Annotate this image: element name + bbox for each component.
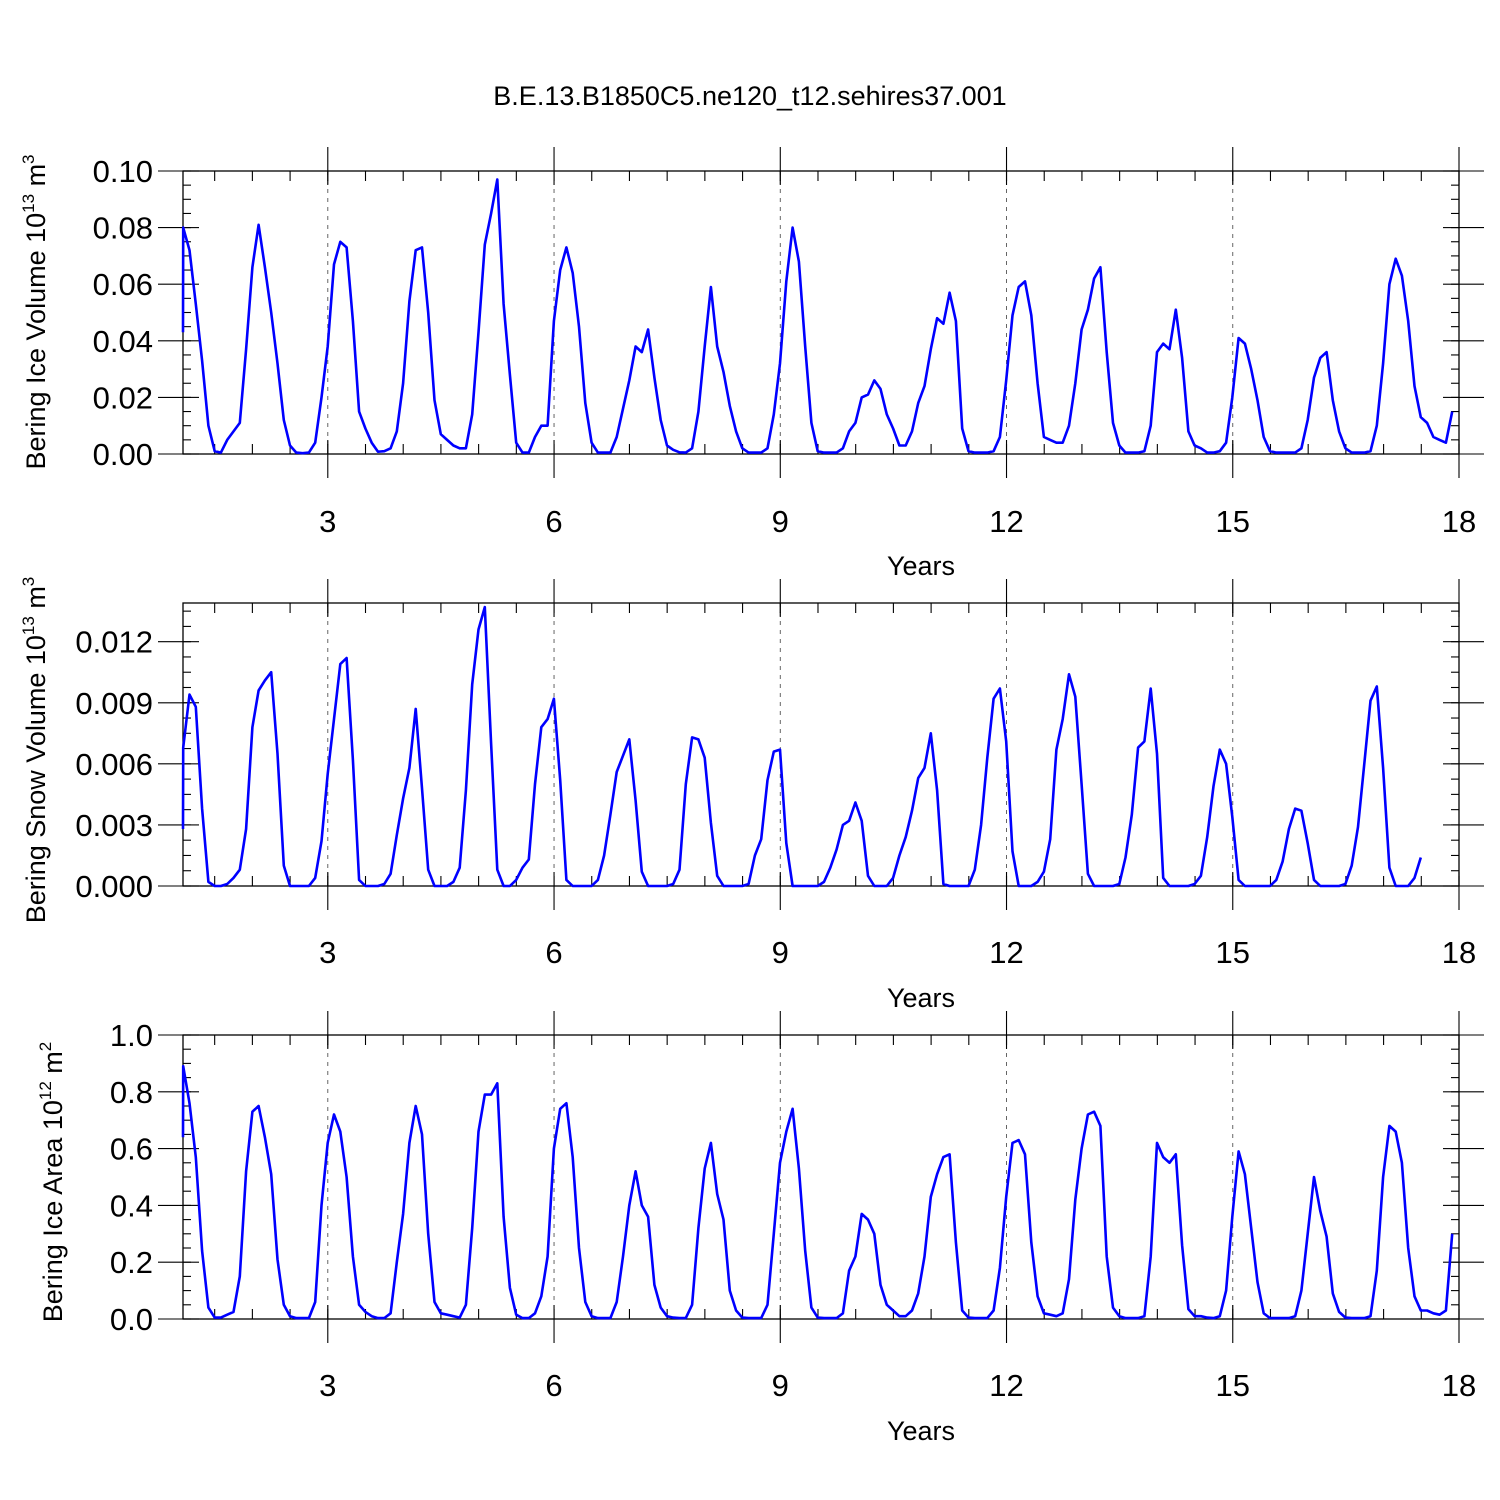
x-tick-label: 9 [772,1368,789,1403]
plot-frame [182,602,1460,887]
plot-frame [182,1034,1460,1320]
y-tick-label: 0.08 [93,211,153,246]
y-tick-label: 0.00 [93,437,153,472]
x-tick-label: 6 [545,504,562,539]
x-tick-label: 3 [319,504,336,539]
y-tick-label: 0.4 [110,1188,153,1223]
y-tick-label: 0.02 [93,380,153,415]
x-tick-label: 6 [545,1368,562,1403]
y-tick-label: 0.009 [75,686,153,721]
y-axis-label: Bering Ice Area 1012 m2 [36,1042,68,1323]
x-axis-label: Years [887,983,955,1013]
y-tick-label: 0.10 [93,154,153,189]
x-tick-label: 3 [319,935,336,970]
y-tick-label: 0.003 [75,808,153,843]
chart-panel-2: 0.000 0.003 0.006 0.009 0.012 3 6 9 12 15 18 Years B… [19,577,1484,1013]
x-tick-label: 12 [989,504,1023,539]
y-tick-label: 0.04 [93,324,153,359]
y-axis-label: Bering Snow Volume 1013 m3 [19,577,51,924]
chart-panel-1: 0.00 0.02 0.04 0.06 0.08 0.10 3 6 9 12 15 18 Years Be… [19,147,1484,581]
y-tick-label: 0.8 [110,1075,153,1110]
series-line [181,1064,1454,1320]
x-tick-label: 6 [545,935,562,970]
y-axis-label: Bering Ice Volume 1013 m3 [19,154,51,469]
plot-frame [182,170,1460,455]
x-axis-label: Years [887,1416,955,1446]
x-tick-label: 9 [772,504,789,539]
series-line [181,605,1423,888]
x-tick-label: 12 [989,935,1023,970]
series-line [181,178,1454,455]
x-tick-label: 18 [1442,504,1476,539]
x-tick-label: 18 [1442,935,1476,970]
y-tick-label: 0.006 [75,747,153,782]
x-tick-label: 9 [772,935,789,970]
x-tick-label: 15 [1216,1368,1250,1403]
x-tick-label: 18 [1442,1368,1476,1403]
chart-title: B.E.13.B1850C5.ne120_t12.sehires37.001 [493,81,1006,111]
x-tick-label: 3 [319,1368,336,1403]
y-tick-label: 0.2 [110,1245,153,1280]
chart-panel-3: 0.0 0.2 0.4 0.6 0.8 1.0 3 6 9 12 15 18 Years Bering I… [36,1011,1484,1446]
y-tick-label: 0.012 [75,625,153,660]
y-tick-label: 1.0 [110,1018,153,1053]
y-tick-label: 0.0 [110,1302,153,1337]
x-axis-label: Years [887,551,955,581]
x-tick-label: 12 [989,1368,1023,1403]
y-tick-label: 0.6 [110,1132,153,1167]
x-tick-label: 15 [1216,935,1250,970]
y-tick-label: 0.06 [93,267,153,302]
y-tick-label: 0.000 [75,869,153,904]
x-tick-label: 15 [1216,504,1250,539]
